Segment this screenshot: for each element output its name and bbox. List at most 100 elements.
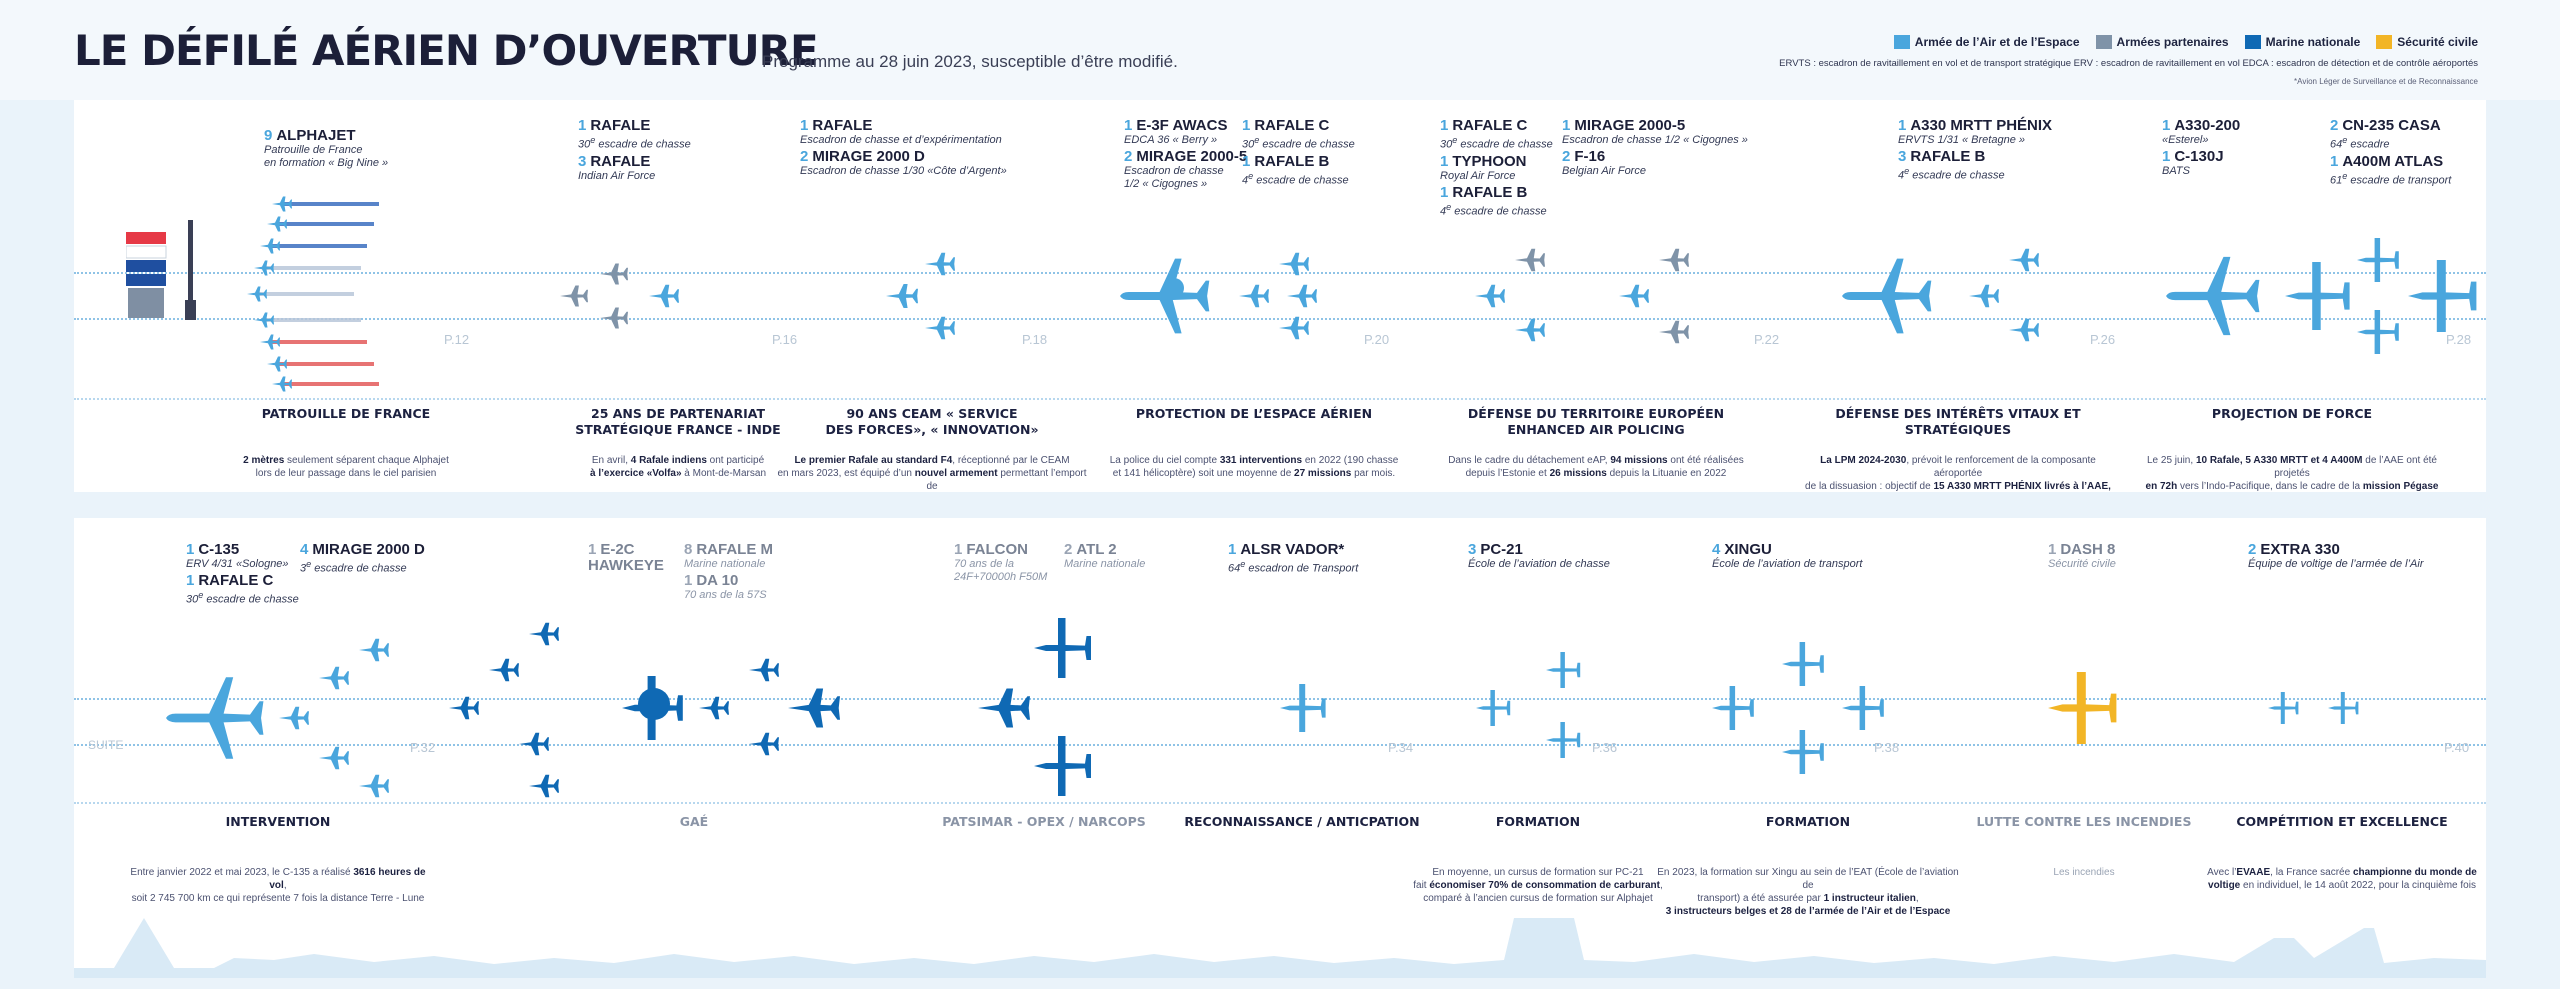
awacs-icon xyxy=(1120,258,1210,334)
aircraft-item: 1 C-135 ERV 4/31 «Sologne» xyxy=(186,542,299,571)
aircraft-unit: 30e escadre de chasse xyxy=(578,135,691,151)
aircraft-item: 2 ATL 2 Marine nationale xyxy=(1064,542,1145,571)
aircraft-item: 1 RAFALE C 30e escadre de chasse xyxy=(1440,118,1553,152)
aircraft-item: 2 F-16 Belgian Air Force xyxy=(1562,149,1748,178)
flight-lane-1 xyxy=(74,272,2486,320)
page-reference: P.12 xyxy=(444,332,470,347)
aircraft-unit: Royal Air Force xyxy=(1440,169,1516,182)
legend-label: Armée de l’Air et de l’Espace xyxy=(1914,35,2080,49)
aircraft-count: 1 xyxy=(2330,152,2339,170)
aircraft-group: 8 RAFALE M Marine nationale 1 DA 10 70 ans de… xyxy=(684,542,773,602)
aircraft-item: 1 RAFALE C 30e escadre de chasse xyxy=(186,573,299,607)
category-description: En moyenne, un cursus de formation sur P… xyxy=(1413,867,1663,904)
mirage-icon xyxy=(925,316,955,340)
legend-swatch-air xyxy=(1893,35,1910,49)
xingu-icon xyxy=(1782,642,1824,686)
aircraft-unit: 30e escadre de chasse xyxy=(186,590,299,606)
aircraft-item: 1 RAFALE B 4e escadre de chasse xyxy=(1242,153,1355,188)
legend-item-navy: Marine nationale xyxy=(2244,35,2361,49)
page-subtitle: Programme au 28 juin 2023, susceptible d… xyxy=(762,52,1178,71)
legend-label: Sécurité civile xyxy=(2397,35,2478,49)
aircraft-count: 9 xyxy=(264,127,273,144)
aircraft-unit: Escadron de chasse et d’expérimentation xyxy=(800,134,1002,146)
a400m-icon xyxy=(2408,260,2477,332)
aircraft-unit: Indian Air Force xyxy=(578,169,656,182)
aircraft-name: E-2C HAWKEYE xyxy=(588,541,664,574)
aircraft-count: 1 xyxy=(1242,117,1251,134)
aircraft-unit: 4e escadre de chasse xyxy=(1440,201,1547,218)
cn235-icon xyxy=(2357,238,2399,282)
aircraft-name: A330-200 xyxy=(2174,117,2241,134)
mirage-icon xyxy=(359,774,389,798)
rafale-icon xyxy=(2009,248,2039,272)
aircraft-item: 1 E-3F AWACS EDCA 36 « Berry » xyxy=(1124,118,1247,147)
aircraft-item: 4 XINGU École de l’aviation de transport xyxy=(1712,542,1862,571)
page-reference: P.22 xyxy=(1754,332,1780,347)
aircraft-item: 1 A330-200 «Esterel» xyxy=(2162,118,2240,147)
aircraft-unit: 3e escadre de chasse xyxy=(300,559,407,575)
falcon-icon xyxy=(978,688,1030,728)
smoke-trail xyxy=(279,362,374,366)
aircraft-item: 9 ALPHAJET Patrouille de France en formatio… xyxy=(264,128,388,170)
aircraft-unit: 64e escadron de Transport xyxy=(1228,559,1359,575)
dash8-icon xyxy=(2048,672,2117,744)
legend: Armée de l’Air et de l’Espace Armées par… xyxy=(1893,35,2478,49)
aircraft-name: E-3F AWACS xyxy=(1136,117,1228,134)
page-reference: P.38 xyxy=(1874,740,1900,755)
f16-icon xyxy=(1659,248,1689,272)
aircraft-unit: 30e escadre de chasse xyxy=(1440,135,1553,151)
aircraft-count: 1 xyxy=(1562,117,1571,134)
aircraft-count: 1 xyxy=(1898,117,1907,134)
mirage-icon xyxy=(925,252,955,276)
f16-icon xyxy=(1659,320,1689,344)
aircraft-name: ALPHAJET xyxy=(276,127,356,144)
abbreviations: ERVTS : escadron de ravitaillement en vo… xyxy=(1779,58,2478,69)
aircraft-unit: Marine nationale xyxy=(1064,558,1146,570)
aircraft-item: 1 FALCON 70 ans de la 24F+70000h F50M xyxy=(954,542,1047,584)
aircraft-group: 2 CN-235 CASA 64e escadre 1 A400M ATLAS 61e e… xyxy=(2330,118,2451,187)
legend-swatch-civil xyxy=(2376,35,2393,49)
pc21-icon xyxy=(1476,690,1511,726)
aircraft-name: PC-21 xyxy=(1480,541,1523,558)
legend-label: Armées partenaires xyxy=(2116,35,2229,49)
aircraft-item: 1 RAFALE C 30e escadre de chasse xyxy=(1242,118,1355,152)
category-description: Dans le cadre du détachement eAP, 94 mis… xyxy=(1448,455,1744,479)
aircraft-name: A330 MRTT PHÉNIX xyxy=(1910,117,2053,134)
aircraft-name: RAFALE xyxy=(590,152,651,170)
page-reference: P.36 xyxy=(1592,740,1618,755)
aircraft-group: 1 FALCON 70 ans de la 24F+70000h F50M xyxy=(954,542,1047,584)
aircraft-unit: Escadron de chasse 1/2 « Cigognes » xyxy=(1124,165,1224,190)
a330-icon xyxy=(2166,256,2260,336)
rafale-icon xyxy=(649,284,679,308)
separator xyxy=(74,802,2486,804)
legend-label: Marine nationale xyxy=(2265,35,2361,49)
da10-icon xyxy=(788,688,840,728)
aircraft-name: RAFALE C xyxy=(198,572,274,589)
category-title: FORMATION xyxy=(1765,814,1851,829)
aircraft-item: 3 PC-21 École de l’aviation de chasse xyxy=(1468,542,1610,571)
aircraft-count: 2 xyxy=(800,148,809,165)
rafale-icon xyxy=(1279,252,1309,276)
aircraft-name: MIRAGE 2000-5 xyxy=(1574,117,1686,134)
c135-icon xyxy=(166,677,264,759)
legend-swatch-partner xyxy=(2095,35,2112,49)
alphajet-icon xyxy=(272,196,292,212)
aircraft-name: DA 10 xyxy=(696,572,739,589)
aircraft-count: 1 xyxy=(186,541,195,558)
category-description: 2 mètres seulement séparent chaque Alpha… xyxy=(243,455,449,479)
legend-item-air: Armée de l’Air et de l’Espace xyxy=(1893,35,2080,49)
rafale-m-icon xyxy=(519,732,549,756)
rafale-icon xyxy=(1969,284,1999,308)
page-reference: P.26 xyxy=(2090,332,2116,347)
rafale-icon xyxy=(886,284,918,308)
aircraft-item: 1 RAFALE B 4e escadre de chasse xyxy=(1440,184,1553,219)
aircraft-item: 1 MIRAGE 2000-5 Escadron de chasse 1/2 « C… xyxy=(1562,118,1748,147)
aircraft-count: 2 xyxy=(1124,148,1133,165)
category-title: 25 ANS DE PARTENARIAT STRATÉGIQUE FRANCE … xyxy=(575,406,781,437)
aircraft-unit: 4e escadre de chasse xyxy=(1898,166,2005,182)
aircraft-group: 1 C-135 ERV 4/31 «Sologne» 1 RAFALE C 30e esc… xyxy=(186,542,299,607)
atl2-icon xyxy=(1034,736,1091,796)
aircraft-name: ALSR VADOR* xyxy=(1240,541,1345,558)
flight-lane-2 xyxy=(74,698,2486,746)
aircraft-group: 2 ATL 2 Marine nationale xyxy=(1064,542,1145,571)
